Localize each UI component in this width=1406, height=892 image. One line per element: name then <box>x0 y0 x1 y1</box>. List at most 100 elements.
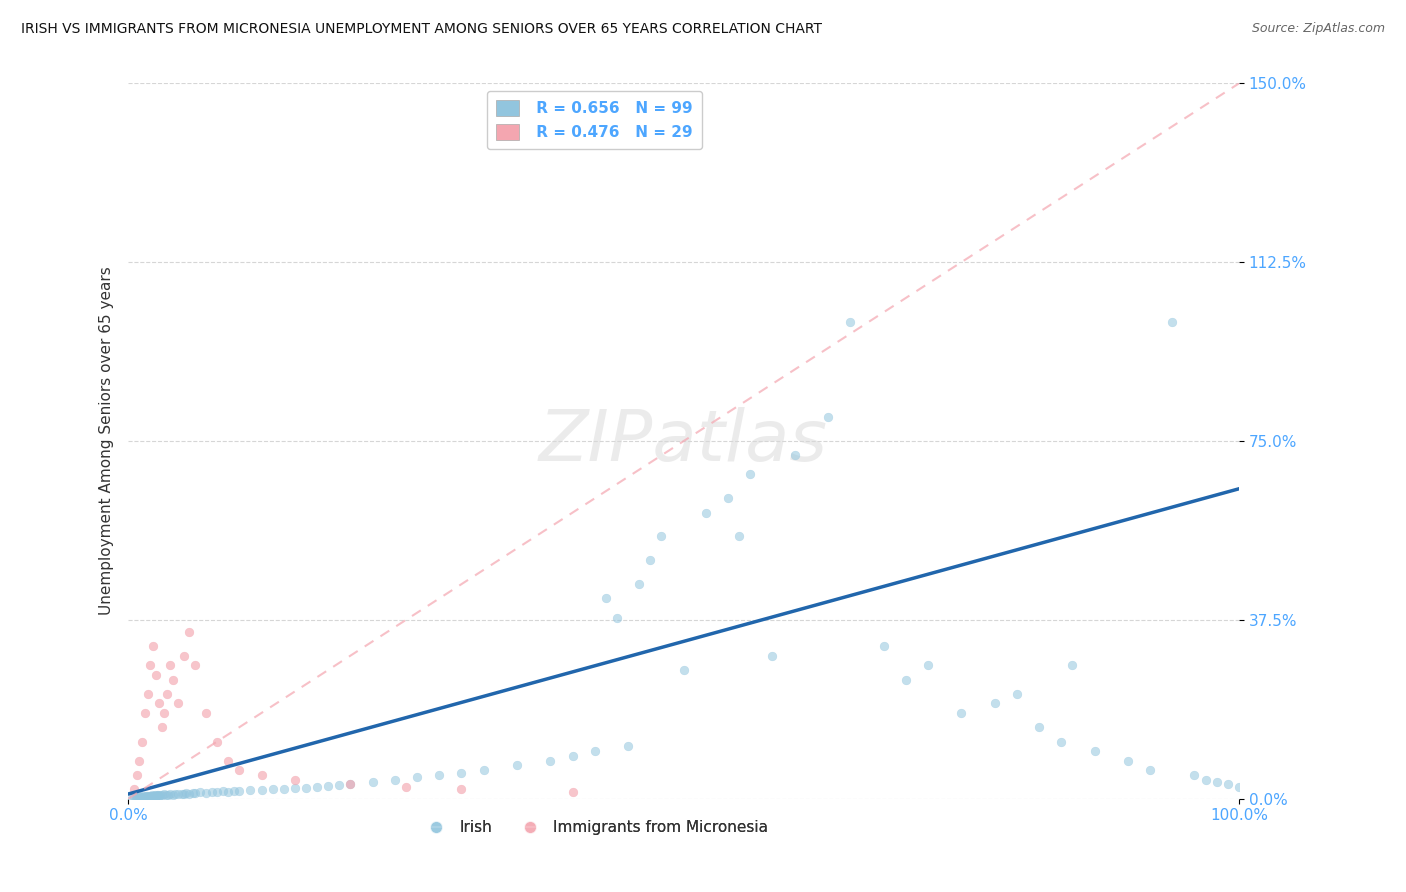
Point <box>128 754 150 768</box>
Point <box>1161 315 1184 329</box>
Point <box>472 763 495 777</box>
Point <box>136 789 159 804</box>
Point <box>361 775 384 789</box>
Point <box>163 787 186 801</box>
Legend: Irish, Immigrants from Micronesia: Irish, Immigrants from Micronesia <box>415 814 775 841</box>
Point <box>135 789 157 803</box>
Point <box>143 789 166 803</box>
Point <box>139 789 162 804</box>
Point <box>139 658 162 673</box>
Point <box>638 553 661 567</box>
Point <box>173 787 195 801</box>
Y-axis label: Unemployment Among Seniors over 65 years: Unemployment Among Seniors over 65 years <box>100 267 114 615</box>
Point <box>1028 720 1050 734</box>
Point <box>606 610 628 624</box>
Text: ZIPatlas: ZIPatlas <box>538 407 828 475</box>
Point <box>170 787 193 801</box>
Point <box>128 790 150 805</box>
Point <box>195 786 218 800</box>
Point <box>1184 768 1206 782</box>
Point <box>131 789 153 804</box>
Point <box>728 529 751 543</box>
Point <box>205 785 228 799</box>
Text: IRISH VS IMMIGRANTS FROM MICRONESIA UNEMPLOYMENT AMONG SENIORS OVER 65 YEARS COR: IRISH VS IMMIGRANTS FROM MICRONESIA UNEM… <box>21 22 823 37</box>
Point <box>142 639 165 653</box>
Point <box>1216 777 1239 791</box>
Point <box>650 529 672 543</box>
Point <box>228 784 250 798</box>
Point <box>159 788 181 802</box>
Point <box>174 786 197 800</box>
Point <box>617 739 640 754</box>
Point <box>162 788 184 802</box>
Point <box>121 790 143 805</box>
Point <box>146 788 169 802</box>
Point <box>1083 744 1105 758</box>
Point <box>262 782 284 797</box>
Point <box>783 449 806 463</box>
Point <box>384 772 406 787</box>
Point <box>1205 775 1227 789</box>
Point <box>1005 687 1028 701</box>
Point <box>917 658 939 673</box>
Point <box>145 789 167 803</box>
Point <box>328 778 350 792</box>
Point <box>538 754 561 768</box>
Point <box>142 789 165 803</box>
Point <box>339 777 361 791</box>
Point <box>152 706 174 720</box>
Point <box>138 789 160 803</box>
Point <box>184 658 207 673</box>
Point <box>129 789 152 804</box>
Point <box>595 591 617 606</box>
Point <box>239 783 262 797</box>
Point <box>450 765 472 780</box>
Point <box>181 786 204 800</box>
Point <box>222 783 245 797</box>
Point <box>406 770 429 784</box>
Point <box>1062 658 1084 673</box>
Point <box>142 789 165 804</box>
Point <box>200 784 222 798</box>
Point <box>132 789 155 804</box>
Point <box>179 624 201 639</box>
Point <box>122 790 145 805</box>
Point <box>1139 763 1161 777</box>
Point <box>155 788 177 802</box>
Point <box>316 779 339 793</box>
Point <box>894 673 917 687</box>
Point <box>134 789 156 804</box>
Point <box>339 777 361 791</box>
Point <box>127 768 149 782</box>
Point <box>950 706 973 720</box>
Point <box>122 782 145 797</box>
Point <box>839 315 862 329</box>
Point <box>284 772 307 787</box>
Point <box>167 788 190 802</box>
Point <box>149 788 172 802</box>
Point <box>150 789 173 803</box>
Point <box>228 763 250 777</box>
Point <box>190 785 212 799</box>
Point <box>152 788 174 802</box>
Point <box>173 648 195 663</box>
Point <box>179 787 201 801</box>
Point <box>561 784 583 798</box>
Point <box>307 780 329 794</box>
Point <box>506 758 529 772</box>
Point <box>148 789 170 803</box>
Point <box>131 790 153 805</box>
Point <box>162 673 184 687</box>
Point <box>211 784 233 798</box>
Point <box>1227 780 1250 794</box>
Point <box>395 780 418 794</box>
Point <box>217 784 239 798</box>
Point <box>450 782 472 797</box>
Point <box>145 667 167 681</box>
Point <box>157 789 180 803</box>
Point <box>131 734 153 748</box>
Point <box>695 506 717 520</box>
Point <box>817 410 839 425</box>
Point <box>761 648 783 663</box>
Point <box>583 744 606 758</box>
